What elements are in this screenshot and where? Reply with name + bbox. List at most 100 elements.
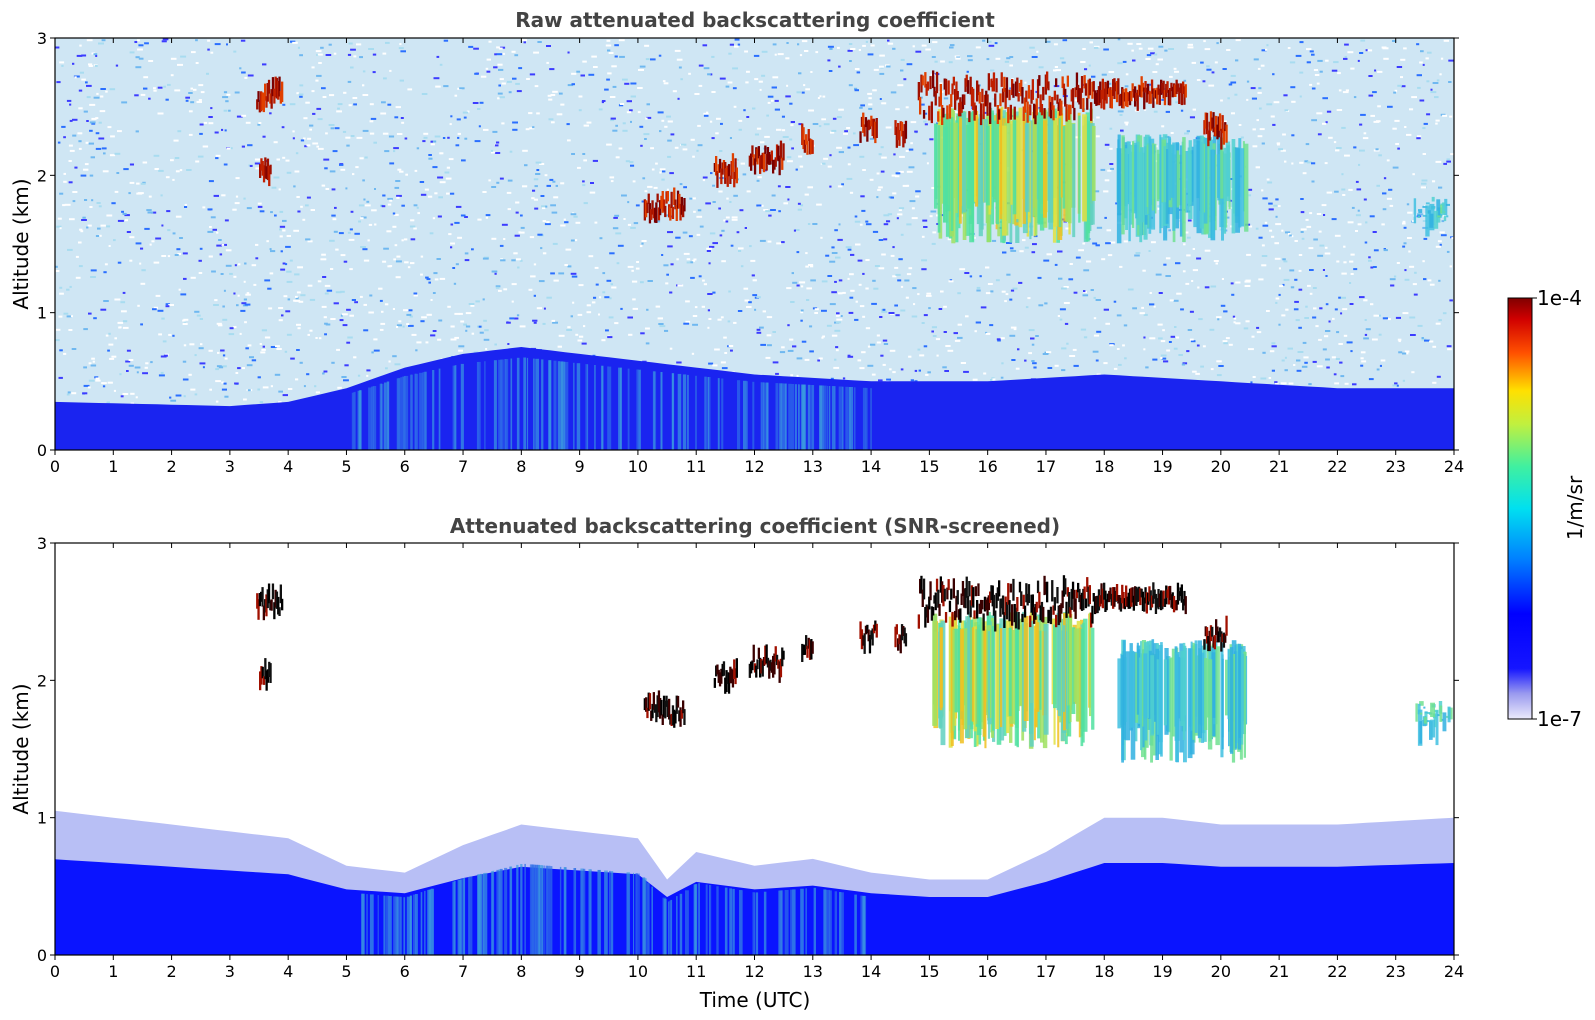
- noise-pixel: [1423, 278, 1427, 281]
- noise-pixel: [279, 225, 286, 228]
- noise-pixel: [1104, 216, 1107, 219]
- cloud-cell: [1156, 87, 1159, 105]
- noise-pixel: [470, 304, 475, 307]
- noise-pixel: [1271, 345, 1277, 348]
- noise-pixel: [477, 108, 481, 110]
- noise-pixel: [399, 79, 404, 82]
- noise-pixel: [906, 273, 912, 276]
- noise-pixel: [109, 357, 115, 360]
- cloud-cell: [1008, 600, 1011, 622]
- noise-pixel: [512, 128, 518, 131]
- cloud-cell: [1020, 591, 1023, 606]
- noise-pixel: [155, 294, 161, 297]
- noise-pixel: [392, 212, 396, 215]
- noise-pixel: [1434, 96, 1439, 99]
- noise-pixel: [526, 78, 530, 80]
- noise-pixel: [594, 221, 598, 224]
- cloud-cell: [655, 202, 658, 223]
- noise-pixel: [1045, 40, 1051, 43]
- noise-pixel: [729, 137, 732, 139]
- noise-pixel: [226, 147, 231, 150]
- y-tick-label: 2: [37, 166, 47, 185]
- noise-pixel: [800, 285, 804, 288]
- noise-pixel: [838, 315, 843, 317]
- noise-pixel: [1353, 146, 1357, 149]
- noise-pixel: [1131, 49, 1134, 52]
- noise-pixel: [1004, 60, 1010, 63]
- cloud-cell: [715, 665, 718, 677]
- noise-pixel: [1353, 268, 1358, 271]
- cloud-cell: [806, 645, 809, 658]
- noise-pixel: [1356, 188, 1362, 191]
- cloud-cell: [998, 580, 1001, 597]
- precip-streak: [1143, 653, 1148, 741]
- noise-pixel: [910, 142, 913, 145]
- precip-streak: [1419, 721, 1422, 744]
- precip-streak: [1427, 210, 1431, 214]
- noise-pixel: [829, 185, 832, 188]
- noise-pixel: [163, 85, 166, 88]
- noise-pixel: [540, 195, 545, 197]
- precip-streak: [974, 107, 977, 202]
- noise-pixel: [1409, 265, 1415, 268]
- noise-pixel: [306, 144, 311, 147]
- noise-pixel: [1118, 363, 1122, 366]
- noise-pixel: [124, 214, 130, 217]
- noise-pixel: [102, 385, 106, 388]
- noise-pixel: [1439, 73, 1442, 76]
- noise-pixel: [677, 97, 680, 100]
- cloud-cell: [930, 101, 933, 124]
- noise-pixel: [190, 87, 193, 90]
- noise-pixel: [879, 72, 885, 75]
- noise-pixel: [215, 400, 219, 403]
- noise-pixel: [485, 216, 488, 219]
- noise-pixel: [1397, 147, 1400, 150]
- noise-pixel: [240, 39, 246, 42]
- noise-pixel: [374, 188, 376, 190]
- streak: [459, 879, 463, 955]
- noise-pixel: [1308, 383, 1312, 386]
- noise-pixel: [1250, 381, 1253, 384]
- noise-pixel: [1400, 58, 1406, 61]
- noise-pixel: [1192, 108, 1196, 111]
- noise-pixel: [1266, 310, 1270, 312]
- noise-pixel: [453, 282, 457, 285]
- noise-pixel: [363, 259, 370, 262]
- streak: [802, 384, 806, 450]
- precip-streak: [1182, 642, 1186, 741]
- noise-pixel: [609, 297, 612, 300]
- precip-streak: [1129, 650, 1135, 728]
- noise-pixel: [1403, 226, 1407, 229]
- noise-pixel: [328, 43, 332, 46]
- noise-pixel: [318, 62, 322, 64]
- noise-pixel: [1299, 71, 1304, 74]
- noise-pixel: [1024, 81, 1027, 84]
- noise-pixel: [511, 50, 516, 53]
- noise-pixel: [143, 87, 148, 90]
- noise-pixel: [791, 272, 794, 275]
- noise-pixel: [979, 275, 982, 278]
- x-tick-label: 11: [686, 457, 706, 476]
- noise-pixel: [399, 170, 404, 173]
- noise-pixel: [1105, 242, 1111, 245]
- noise-pixel: [533, 294, 536, 297]
- noise-pixel: [646, 116, 652, 119]
- noise-pixel: [1244, 280, 1251, 283]
- noise-pixel: [1086, 260, 1092, 263]
- noise-pixel: [223, 289, 226, 292]
- noise-pixel: [867, 364, 874, 367]
- noise-pixel: [1281, 229, 1284, 232]
- noise-pixel: [179, 169, 183, 172]
- noise-pixel: [101, 39, 106, 42]
- noise-pixel: [719, 77, 726, 80]
- noise-pixel: [625, 160, 630, 163]
- noise-pixel: [1302, 341, 1307, 344]
- noise-pixel: [194, 393, 198, 396]
- precip-streak: [1010, 120, 1014, 205]
- precip-streak: [1092, 125, 1096, 201]
- noise-pixel: [281, 126, 285, 129]
- streak: [704, 376, 707, 450]
- noise-pixel: [78, 265, 83, 268]
- noise-pixel: [558, 334, 565, 337]
- noise-pixel: [595, 283, 599, 286]
